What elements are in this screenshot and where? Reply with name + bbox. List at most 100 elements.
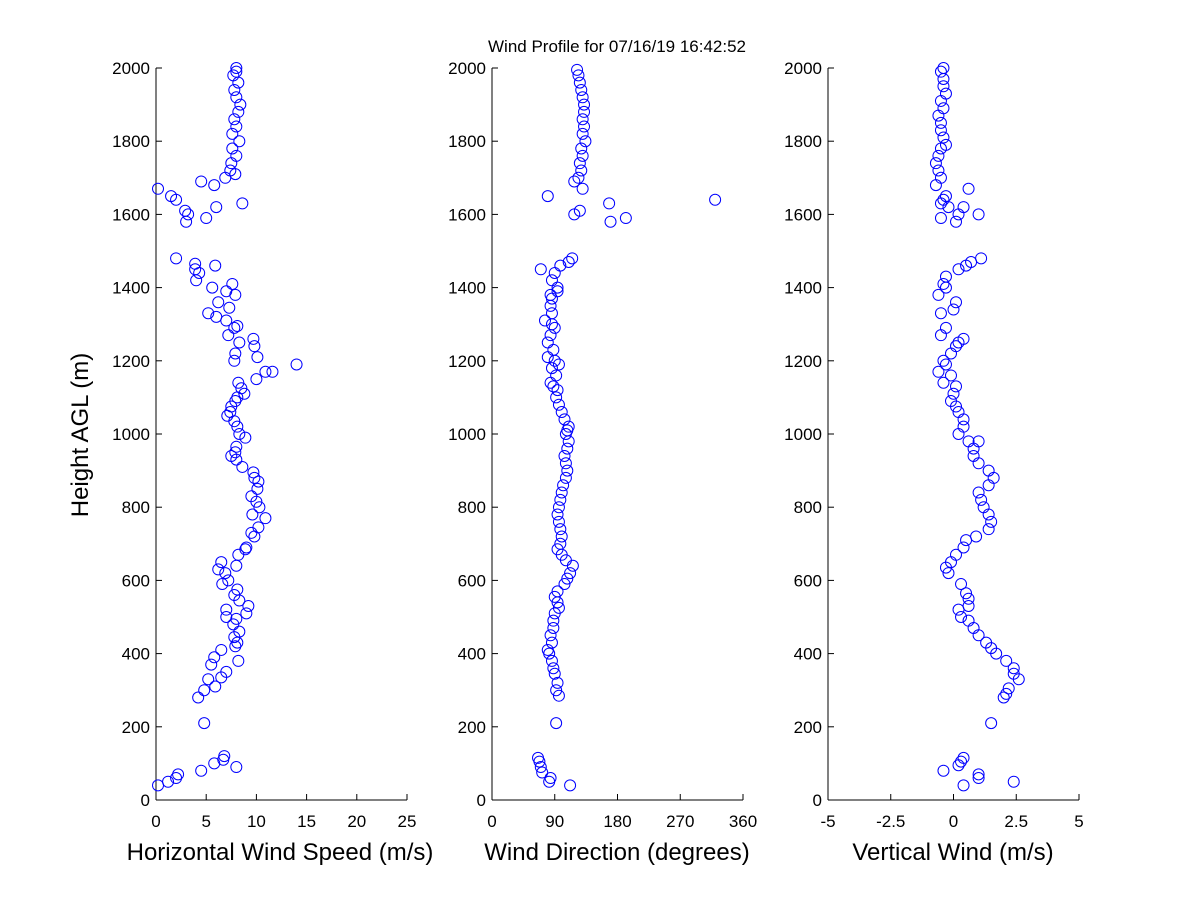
data-point bbox=[555, 530, 568, 543]
x-tick-label: 270 bbox=[666, 812, 694, 831]
data-point bbox=[547, 621, 560, 634]
data-point bbox=[554, 493, 567, 506]
data-point bbox=[1000, 687, 1013, 700]
data-point bbox=[544, 772, 557, 785]
data-point bbox=[545, 654, 558, 667]
data-point bbox=[545, 636, 558, 649]
data-point bbox=[252, 521, 265, 534]
data-point bbox=[228, 321, 241, 334]
data-point bbox=[220, 603, 233, 616]
data-point bbox=[215, 643, 228, 656]
data-point bbox=[561, 442, 574, 455]
data-point bbox=[551, 676, 564, 689]
data-point bbox=[230, 612, 243, 625]
data-point bbox=[939, 321, 952, 334]
data-point bbox=[554, 537, 567, 550]
data-point bbox=[571, 63, 584, 76]
data-point bbox=[226, 127, 239, 140]
data-point bbox=[253, 501, 266, 514]
data-point bbox=[532, 751, 545, 764]
data-point bbox=[162, 775, 175, 788]
y-tick-label: 1200 bbox=[784, 352, 822, 371]
data-point bbox=[209, 680, 222, 693]
data-point bbox=[238, 387, 251, 400]
data-point bbox=[929, 179, 942, 192]
data-point bbox=[972, 629, 985, 642]
data-point bbox=[934, 124, 947, 137]
data-point bbox=[230, 149, 243, 162]
data-point bbox=[972, 486, 985, 499]
x-axis-label: Vertical Wind (m/s) bbox=[852, 839, 1053, 866]
data-point bbox=[934, 171, 947, 184]
data-point bbox=[572, 171, 585, 184]
data-point bbox=[972, 435, 985, 448]
y-tick-label: 1000 bbox=[112, 425, 150, 444]
data-point bbox=[200, 212, 213, 225]
data-point bbox=[547, 343, 560, 356]
data-point bbox=[230, 761, 243, 774]
y-tick-label: 200 bbox=[794, 718, 822, 737]
data-point bbox=[604, 215, 617, 228]
data-point bbox=[233, 625, 246, 638]
data-point bbox=[248, 340, 261, 353]
data-point bbox=[226, 142, 239, 155]
data-point bbox=[950, 548, 963, 561]
data-point bbox=[551, 384, 564, 397]
data-point bbox=[228, 589, 241, 602]
data-point bbox=[939, 138, 952, 151]
data-point bbox=[206, 281, 219, 294]
x-tick-label: 20 bbox=[347, 812, 366, 831]
data-point bbox=[192, 691, 205, 704]
data-point bbox=[939, 270, 952, 283]
data-point bbox=[232, 654, 245, 667]
x-tick-label: 25 bbox=[398, 812, 417, 831]
data-point bbox=[967, 442, 980, 455]
data-point bbox=[218, 750, 231, 763]
data-point bbox=[229, 347, 242, 360]
data-point bbox=[212, 563, 225, 576]
data-point bbox=[955, 755, 968, 768]
y-tick-label: 1400 bbox=[112, 279, 150, 298]
y-tick-label: 400 bbox=[122, 645, 150, 664]
data-point bbox=[975, 493, 988, 506]
y-axis-label: Height AGL (m) bbox=[67, 353, 94, 518]
data-point bbox=[972, 457, 985, 470]
data-point bbox=[957, 751, 970, 764]
data-point bbox=[557, 479, 570, 492]
data-point bbox=[236, 460, 249, 473]
data-point bbox=[932, 288, 945, 301]
y-tick-label: 0 bbox=[477, 791, 486, 810]
data-point bbox=[548, 590, 561, 603]
data-point bbox=[544, 629, 557, 642]
data-point bbox=[950, 296, 963, 309]
data-point bbox=[937, 764, 950, 777]
data-point bbox=[222, 574, 235, 587]
data-point bbox=[246, 508, 259, 521]
data-point bbox=[929, 157, 942, 170]
data-point bbox=[934, 329, 947, 342]
figure-title: Wind Profile for 07/16/19 16:42:52 bbox=[488, 37, 746, 56]
data-point bbox=[250, 373, 263, 386]
data-point bbox=[251, 351, 264, 364]
data-point bbox=[547, 662, 560, 675]
data-point bbox=[939, 87, 952, 100]
data-point bbox=[232, 376, 245, 389]
panel-vertical-wind: Vertical Wind (m/s) 0 200 400 600 800 1000 120… bbox=[784, 59, 1084, 866]
y-tick-label: 1400 bbox=[784, 279, 822, 298]
data-point bbox=[290, 358, 303, 371]
data-point bbox=[242, 600, 255, 613]
y-tick-label: 800 bbox=[458, 498, 486, 517]
data-point bbox=[552, 398, 565, 411]
data-point bbox=[942, 567, 955, 580]
data-point bbox=[558, 578, 571, 591]
data-point bbox=[970, 530, 983, 543]
data-point bbox=[240, 607, 253, 620]
data-point bbox=[231, 583, 244, 596]
data-point bbox=[962, 592, 975, 605]
data-point bbox=[230, 559, 243, 572]
data-point bbox=[982, 464, 995, 477]
data-point bbox=[208, 179, 221, 192]
data-point bbox=[603, 197, 616, 210]
y-tick-label: 800 bbox=[794, 498, 822, 517]
y-tick-label: 1800 bbox=[448, 132, 486, 151]
